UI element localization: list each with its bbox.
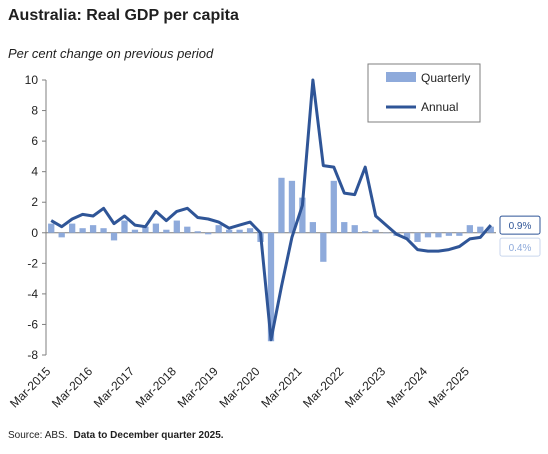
quarterly-bar	[100, 228, 107, 233]
axes: -8-6-4-20246810Mar-2015Mar-2016Mar-2017M…	[7, 73, 496, 410]
source-note: Source: ABS. Data to December quarter 202…	[8, 430, 224, 441]
chart-subtitle: Per cent change on previous period	[8, 46, 214, 61]
quarterly-bar	[246, 228, 254, 233]
quarterly-bar	[152, 223, 160, 233]
y-tick-label: -8	[27, 348, 38, 362]
quarterly-bar	[79, 228, 86, 233]
latest-callouts: 0.9% 0.4%	[499, 215, 541, 257]
quarterly-bar	[435, 232, 442, 238]
x-tick-label: Mar-2024	[384, 364, 430, 410]
quarterly-bar	[184, 226, 191, 233]
quarterly-bar	[445, 232, 453, 236]
quarterly-bar	[372, 229, 379, 233]
quarterly-bar	[278, 177, 285, 233]
quarterly-bar	[48, 223, 55, 233]
quarterly-bar	[330, 180, 337, 233]
y-tick-label: 8	[31, 104, 38, 118]
quarterly-bar	[403, 232, 411, 239]
quarterly-bar	[456, 232, 463, 236]
quarterly-bar	[477, 226, 484, 233]
quarterly-bar	[142, 226, 149, 233]
x-tick-label: Mar-2015	[7, 364, 53, 410]
y-tick-label: -4	[27, 287, 38, 301]
quarterly-bar	[320, 232, 327, 262]
quarterly-bar	[414, 232, 421, 242]
quarterly-bar	[58, 232, 65, 238]
quarterly-bar	[351, 225, 358, 233]
quarterly-bar	[267, 232, 275, 342]
y-tick-label: 0	[31, 226, 38, 240]
quarterly-bar	[226, 229, 233, 233]
quarterly-bar	[121, 220, 128, 233]
quarterly-bar	[173, 220, 180, 233]
quarterly-bar	[424, 232, 432, 238]
x-tick-label: Mar-2016	[49, 364, 95, 410]
y-tick-label: 10	[25, 73, 39, 87]
x-tick-label: Mar-2021	[258, 364, 304, 410]
x-tick-label: Mar-2025	[426, 364, 472, 410]
quarterly-bar	[299, 197, 306, 233]
quarterly-bar	[110, 232, 118, 241]
quarterly-bar	[341, 222, 348, 233]
legend-label-quarterly: Quarterly	[421, 71, 470, 85]
latest-annual-label: 0.9%	[509, 221, 532, 232]
quarterly-bars	[48, 177, 494, 342]
legend-label-annual: Annual	[421, 100, 458, 114]
quarterly-bar	[487, 226, 494, 233]
latest-quarterly-box	[499, 237, 541, 257]
quarterly-bar	[89, 225, 97, 233]
y-tick-label: 2	[31, 195, 38, 209]
quarterly-bar	[309, 222, 316, 233]
x-tick-label: Mar-2018	[133, 364, 179, 410]
x-tick-label: Mar-2023	[342, 364, 388, 410]
legend-swatch-quarterly	[386, 72, 416, 82]
annual-line	[50, 78, 492, 342]
quarterly-bar	[288, 180, 296, 233]
quarterly-bar	[69, 223, 76, 233]
x-tick-label: Mar-2017	[91, 364, 137, 410]
annual-line-group	[50, 78, 492, 342]
legend: Quarterly Annual	[367, 63, 481, 123]
quarterly-bar	[215, 225, 222, 233]
y-tick-label: -6	[27, 317, 38, 331]
y-tick-label: 4	[31, 165, 38, 179]
quarterly-bar	[236, 229, 243, 233]
latest-quarterly-label: 0.4%	[509, 243, 532, 254]
source-prefix: Source: ABS.	[8, 430, 68, 441]
x-tick-label: Mar-2019	[175, 364, 221, 410]
source-data-note: Data to December quarter 2025.	[73, 430, 224, 441]
chart-title: Australia: Real GDP per capita	[8, 7, 239, 24]
y-tick-label: -2	[27, 256, 38, 270]
quarterly-bar	[466, 225, 473, 233]
quarterly-bar	[362, 231, 369, 233]
x-tick-label: Mar-2022	[300, 364, 346, 410]
x-tick-label: Mar-2020	[216, 364, 262, 410]
latest-annual-box	[499, 215, 541, 235]
quarterly-bar	[131, 229, 139, 233]
y-tick-label: 6	[31, 134, 38, 148]
quarterly-bar	[205, 232, 212, 235]
quarterly-bar	[382, 232, 390, 234]
quarterly-bar	[163, 229, 170, 233]
quarterly-bar	[194, 231, 201, 233]
